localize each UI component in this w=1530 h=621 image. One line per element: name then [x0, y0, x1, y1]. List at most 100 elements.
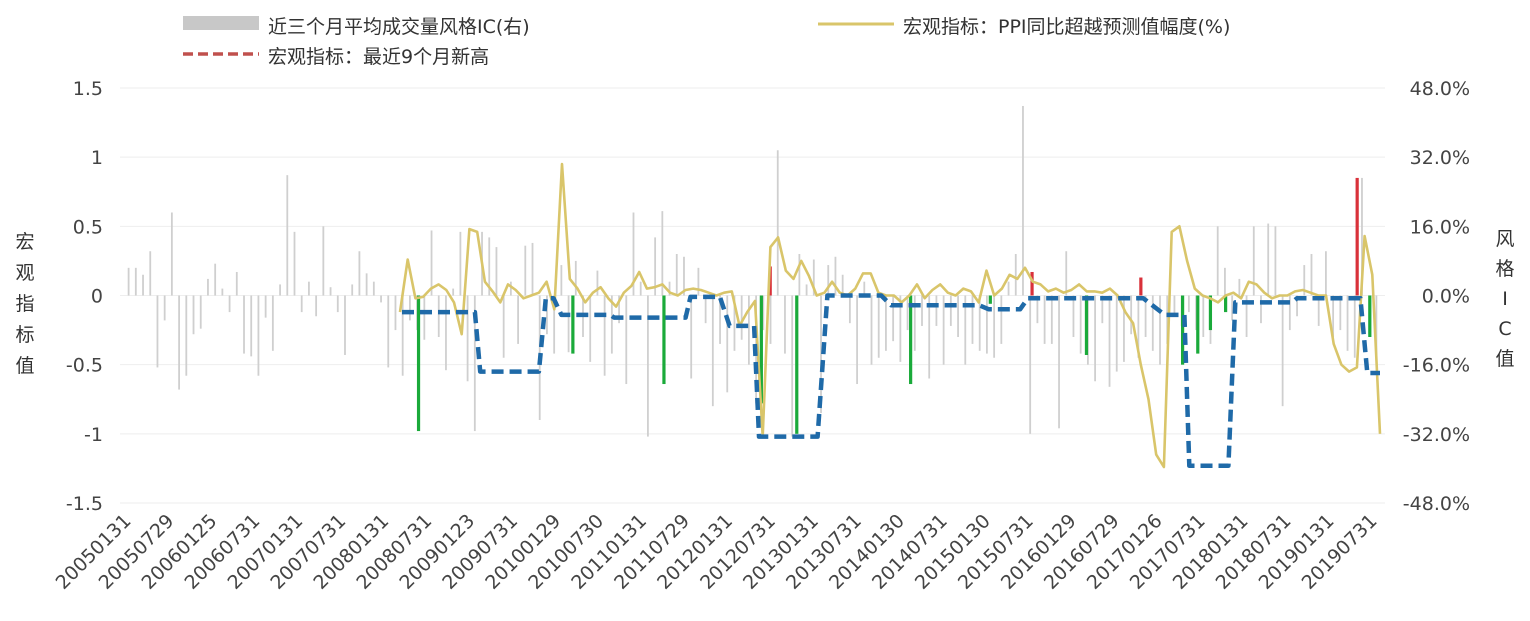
ic-bar	[1346, 295, 1349, 351]
ic-bar	[553, 295, 556, 354]
ic-bar	[856, 295, 858, 385]
ic-bar	[235, 271, 238, 296]
ic-bar	[906, 295, 909, 331]
new-high-bar	[416, 295, 421, 432]
ic-bar	[1267, 223, 1270, 296]
ic-bar	[408, 295, 411, 321]
new-high-bars	[416, 177, 1372, 434]
ic-bar	[401, 295, 404, 376]
left-tick-label: -1	[84, 424, 103, 446]
ic-bar	[495, 247, 498, 296]
ic-bar	[1130, 295, 1133, 335]
ic-bar	[1173, 295, 1176, 315]
ic-bar	[1339, 295, 1342, 331]
ic-bar	[812, 259, 815, 296]
ic-bar	[221, 288, 224, 296]
ic-bar	[214, 263, 217, 296]
left-axis-title-char: 值	[15, 355, 34, 377]
ic-bar	[827, 265, 830, 296]
ic-bar	[1375, 295, 1378, 365]
right-axis-title-char: 格	[1495, 258, 1514, 280]
left-tick-label: -1.5	[66, 493, 103, 515]
ic-bar	[228, 295, 231, 313]
ic-bar	[1022, 105, 1024, 296]
ic-bar	[1029, 295, 1032, 434]
ic-bar	[358, 251, 361, 296]
new-high-bar	[1084, 295, 1089, 355]
left-axis-title-char: 宏	[15, 231, 34, 253]
x-axis-ticks: 2005013120050729200601252006073120070131…	[52, 510, 1382, 594]
ic-bar	[1115, 295, 1118, 372]
ic-bar	[1166, 295, 1169, 344]
ic-bar	[567, 295, 570, 353]
ic-bar	[668, 281, 671, 296]
ic-bar	[957, 295, 959, 337]
ic-bar	[848, 295, 851, 324]
ic-bar	[459, 231, 462, 296]
ic-bar	[697, 267, 700, 296]
ic-bar	[1159, 295, 1161, 365]
ic-bar	[791, 295, 794, 437]
ic-bar	[805, 284, 808, 296]
ic-bar	[603, 295, 606, 376]
ic-bar	[690, 295, 693, 379]
ic-bar	[423, 295, 426, 340]
ic-bar	[1007, 281, 1010, 296]
ic-bar	[654, 237, 657, 296]
ic-bar	[1101, 295, 1104, 324]
ic-bar	[935, 295, 938, 326]
ic-bar	[885, 295, 887, 351]
ic-bar	[315, 295, 318, 317]
right-tick-label: 32.0%	[1410, 147, 1470, 169]
ppi-line	[398, 162, 1382, 469]
ic-bar	[632, 212, 635, 296]
new-high-dashed-path	[402, 293, 1380, 468]
ic-bar	[1137, 295, 1140, 358]
ic-bar	[1238, 278, 1241, 296]
right-tick-label: 0.0%	[1422, 286, 1470, 308]
ic-bar	[762, 295, 765, 331]
ic-bar	[387, 295, 390, 368]
ic-bar	[1187, 295, 1190, 313]
ic-bar	[618, 295, 620, 324]
ic-bar	[380, 295, 382, 303]
ic-bar	[683, 256, 685, 296]
ic-bar	[279, 284, 281, 296]
left-axis-ticks: 1.5 1 0.5 0 -0.5 -1 -1.5	[66, 78, 103, 515]
left-tick-label: 0	[91, 286, 103, 308]
ic-bar	[675, 254, 678, 296]
ic-bar	[574, 260, 577, 296]
ic-bar	[841, 274, 844, 296]
ic-bar	[949, 295, 952, 326]
ic-bar	[300, 295, 303, 313]
ic-bar	[488, 237, 491, 296]
new-high-bar	[1368, 295, 1372, 337]
ic-bar	[1065, 251, 1068, 296]
ic-bar	[1123, 295, 1125, 362]
right-tick-label: 16.0%	[1410, 216, 1470, 238]
ic-bar	[1058, 295, 1060, 429]
ic-bar	[466, 295, 469, 382]
ic-bar	[257, 295, 260, 376]
ic-bar	[1151, 295, 1154, 351]
new-high-bar	[795, 295, 799, 434]
ic-bar	[509, 281, 512, 296]
ic-bar	[986, 295, 988, 354]
ic-bar	[517, 295, 519, 344]
ic-bar	[899, 295, 902, 362]
left-axis-title-char: 指	[15, 293, 34, 315]
ppi-line-path	[398, 162, 1382, 469]
ic-bar	[993, 295, 996, 358]
ic-bar	[589, 295, 592, 362]
new-high-bar	[1355, 177, 1359, 296]
ic-bar	[336, 295, 339, 313]
ic-bar	[1000, 295, 1003, 344]
ic-bar	[964, 295, 967, 365]
ic-bar	[834, 256, 837, 296]
legend: 近三个月平均成交量风格IC(右) 宏观指标：PPI同比超越预测值幅度(%) 宏观…	[183, 16, 1230, 68]
right-axis-title-char: I	[1502, 288, 1508, 310]
ic-bar	[978, 295, 981, 351]
ic-bar	[134, 267, 137, 296]
ic-bar	[322, 226, 325, 296]
ic-bar	[1281, 295, 1284, 407]
